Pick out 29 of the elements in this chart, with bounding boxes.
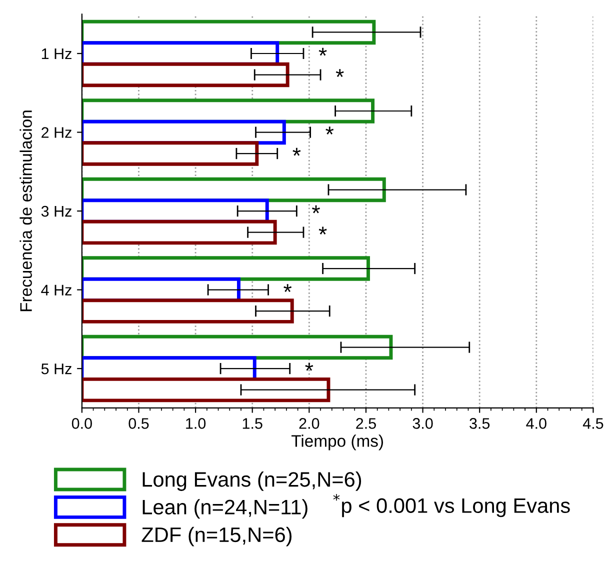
data-label: * bbox=[312, 205, 320, 214]
x-tick-label: 0.0 bbox=[72, 418, 92, 429]
text: $^{*}$p < 0.001 vs Long Evans bbox=[333, 494, 570, 518]
legend-label: ZDF (n=15,N=6) bbox=[142, 526, 292, 546]
x-tick-label: 0.5 bbox=[128, 418, 149, 429]
y-tick-label: 5 Hz bbox=[41, 364, 72, 374]
x-tick-label: 3.5 bbox=[470, 418, 490, 429]
y-tick-label: 4 Hz bbox=[41, 284, 72, 296]
x-tick-label: 4.0 bbox=[526, 418, 546, 429]
data-label: * bbox=[326, 126, 334, 134]
x-tick-label: 3.0 bbox=[412, 418, 433, 429]
legend-label: Long Evans (n=25,N=6) bbox=[142, 472, 362, 491]
data-label: * bbox=[318, 48, 327, 56]
x-axis-title: Tiempo (ms) bbox=[292, 434, 383, 450]
data-label: * bbox=[292, 148, 301, 156]
x-tick-label: 2.5 bbox=[356, 418, 376, 429]
data-label: * bbox=[336, 69, 344, 77]
y-tick-label: 3 Hz bbox=[41, 206, 72, 217]
x-tick-label: 1.0 bbox=[186, 418, 206, 429]
y-axis-title: Frecuencia de estimulacion bbox=[20, 110, 32, 312]
legend-label: Lean (n=24,N=11) bbox=[142, 499, 308, 519]
x-tick-label: 1.5 bbox=[242, 418, 262, 429]
x-tick-label: 2.0 bbox=[299, 418, 320, 429]
y-tick-label: 2 Hz bbox=[42, 127, 72, 138]
data-label: * bbox=[305, 362, 314, 371]
data-label: * bbox=[318, 226, 327, 234]
x-tick-label: 4.5 bbox=[582, 418, 604, 429]
y-tick-label: 1 Hz bbox=[42, 48, 72, 60]
data-label: * bbox=[284, 284, 292, 292]
